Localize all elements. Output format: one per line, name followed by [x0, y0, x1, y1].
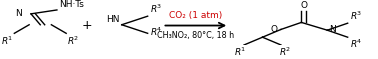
- Text: NH·Ts: NH·Ts: [59, 0, 84, 9]
- Text: N: N: [15, 9, 22, 18]
- Text: +: +: [81, 19, 92, 32]
- Text: $R^4$: $R^4$: [350, 38, 362, 50]
- Text: $R^4$: $R^4$: [150, 26, 162, 38]
- Text: $R^3$: $R^3$: [150, 2, 162, 15]
- Text: N: N: [329, 25, 336, 34]
- Text: O: O: [270, 25, 277, 34]
- Text: $R^2$: $R^2$: [279, 46, 291, 58]
- Text: O: O: [300, 1, 307, 10]
- Text: CO₂ (1 atm): CO₂ (1 atm): [169, 11, 222, 20]
- Text: CH₃NO₂, 80°C, 18 h: CH₃NO₂, 80°C, 18 h: [157, 31, 234, 40]
- Text: $R^2$: $R^2$: [67, 35, 80, 47]
- Text: $R^1$: $R^1$: [234, 46, 246, 58]
- Text: $R^3$: $R^3$: [350, 10, 362, 22]
- Text: HN: HN: [106, 15, 120, 24]
- Text: $R^1$: $R^1$: [1, 35, 13, 47]
